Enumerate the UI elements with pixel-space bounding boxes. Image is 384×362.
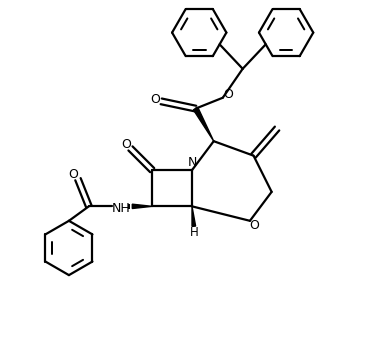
Text: O: O	[223, 88, 233, 101]
Text: O: O	[69, 168, 79, 181]
Polygon shape	[194, 108, 214, 141]
Text: O: O	[249, 219, 259, 232]
Text: O: O	[121, 138, 131, 151]
Text: O: O	[150, 93, 160, 106]
Polygon shape	[192, 206, 195, 226]
Text: N: N	[188, 156, 197, 169]
Polygon shape	[132, 204, 152, 209]
Text: NH: NH	[112, 202, 131, 215]
Text: H: H	[189, 226, 198, 239]
